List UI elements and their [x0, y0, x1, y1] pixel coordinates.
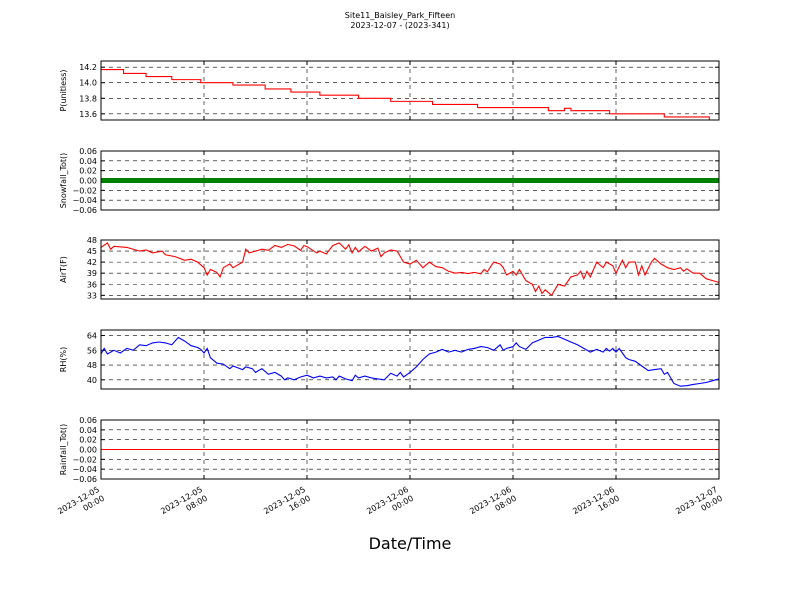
- series-line: [101, 68, 719, 121]
- y-tick-label: 36: [87, 280, 97, 289]
- x-tick-label: 2023-12-0600:00: [365, 485, 415, 525]
- y-tick-label: 14.0: [79, 79, 97, 88]
- y-axis-title: P(unitless): [59, 69, 68, 111]
- x-tick-label: 2023-12-0608:00: [468, 485, 518, 525]
- y-tick-label: −0.06: [72, 206, 97, 215]
- y-tick-label: 0.04: [79, 426, 97, 435]
- y-tick-label: 13.8: [79, 94, 97, 103]
- x-tick-label: 2023-12-0616:00: [571, 485, 621, 525]
- plot-frame: [100, 60, 720, 121]
- y-axis-title: Snowfall_Tot(): [59, 153, 68, 209]
- y-tick-label: 48: [87, 361, 97, 370]
- y-tick-label: 40: [87, 376, 97, 385]
- panel-5: −0.06−0.04−0.020.000.020.040.06 Rainfall_…: [59, 416, 720, 484]
- y-tick-label: 14.2: [79, 63, 97, 72]
- y-tick-label: 48: [87, 236, 97, 245]
- panel-1: 13.6 13.8 14.0 14.2 P(unitless): [59, 60, 720, 121]
- plot-frame: [100, 150, 720, 211]
- y-tick-label: 0.00: [79, 177, 97, 186]
- y-tick-label: 0.02: [79, 167, 97, 176]
- y-tick-label: 0.00: [79, 446, 97, 455]
- plot-frame: [100, 329, 720, 390]
- y-tick-label: 13.6: [79, 110, 97, 119]
- y-tick-label: −0.04: [72, 465, 97, 474]
- y-tick-label: 64: [87, 332, 97, 341]
- chart-subtitle: 2023-12-07 - (2023-341): [350, 21, 450, 30]
- y-tick-label: 0.02: [79, 436, 97, 445]
- y-axis-title: Rainfall_Tot(): [59, 424, 68, 476]
- y-tick-label: 0.06: [79, 147, 97, 156]
- x-tick-label: 2023-12-0508:00: [159, 485, 209, 525]
- panel-2: −0.06−0.04−0.020.000.020.040.06 Snowfall_…: [59, 147, 720, 215]
- panel-3: 33 36 39 42 45 48 AirT(F): [59, 236, 720, 300]
- y-tick-label: −0.02: [72, 455, 97, 464]
- series-line: [100, 242, 720, 297]
- y-tick-label: −0.02: [72, 186, 97, 195]
- x-tick-label: 2023-12-0700:00: [674, 485, 724, 525]
- y-tick-label: 0.04: [79, 157, 97, 166]
- y-tick-label: −0.04: [72, 196, 97, 205]
- chart-title: Site11_Baisley_Park_Fifteen: [344, 11, 456, 20]
- y-tick-label: 39: [87, 269, 97, 278]
- y-axis-title: AirT(F): [59, 256, 68, 283]
- panel-4: 40 48 56 64 RH(%): [59, 329, 720, 390]
- y-tick-label: 0.06: [79, 416, 97, 425]
- plot-frame: [100, 239, 720, 300]
- y-tick-label: −0.06: [72, 475, 97, 484]
- y-tick-label: 42: [87, 258, 97, 267]
- x-tick-label: 2023-12-0500:00: [56, 485, 106, 525]
- y-tick-label: 33: [87, 291, 97, 300]
- y-tick-label: 45: [87, 247, 97, 256]
- y-tick-label: 56: [87, 346, 97, 355]
- series-line: [100, 335, 720, 387]
- x-axis-title: Date/Time: [368, 534, 452, 553]
- x-tick-label: 2023-12-0516:00: [262, 485, 312, 525]
- y-axis-title: RH(%): [59, 347, 68, 372]
- plot-frame: [100, 419, 720, 480]
